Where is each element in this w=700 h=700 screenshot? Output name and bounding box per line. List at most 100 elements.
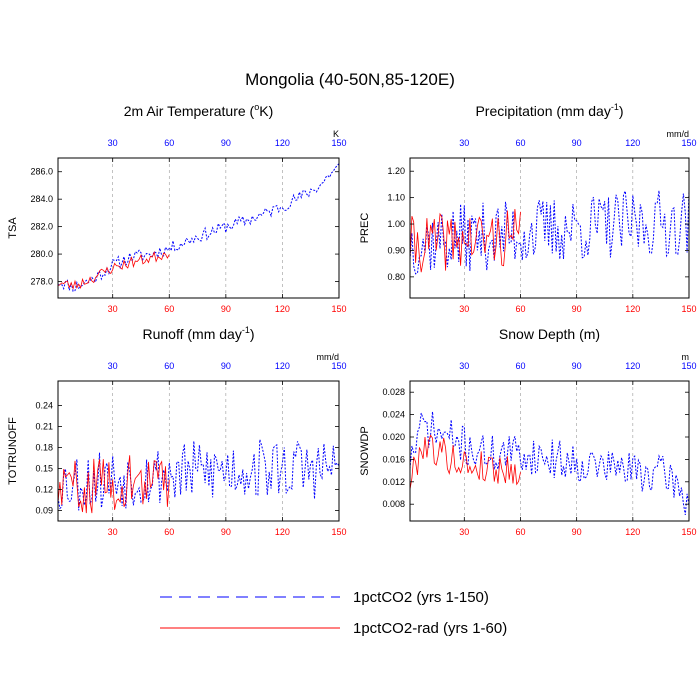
y-tick-label: 0.18 — [35, 443, 53, 453]
x-tick-label-bottom: 150 — [681, 527, 696, 537]
x-tick-label-top: 60 — [515, 361, 525, 371]
y-tick-label: 1.20 — [387, 166, 405, 176]
y-tick-label: 0.024 — [382, 410, 405, 420]
units-label: K — [333, 129, 339, 139]
series-line-1pctco2-rad — [57, 250, 170, 290]
x-tick-label-top: 30 — [108, 138, 118, 148]
units-label: m — [682, 352, 690, 362]
y-tick-label: 1.10 — [387, 193, 405, 203]
y-tick-label: 284.0 — [30, 194, 53, 204]
x-tick-label-top: 120 — [275, 138, 290, 148]
chart-panel-3: Runoff (mm day-1) mm/d TOTRUNOFF 30 30 60 60 90… — [7, 325, 347, 537]
x-tick-label-top: 90 — [221, 138, 231, 148]
panel-title-text: Precipitation (mm day — [475, 103, 610, 119]
x-tick-label-bottom: 30 — [108, 304, 118, 314]
x-tick-label-bottom: 120 — [625, 304, 640, 314]
y-tick-label: 0.016 — [382, 454, 405, 464]
x-tick-label-top: 90 — [572, 138, 582, 148]
x-tick-label-top: 30 — [108, 361, 118, 371]
legend: 1pctCO2 (yrs 1-150) 1pctCO2-rad (yrs 1-60… — [160, 589, 507, 637]
x-tick-label-bottom: 60 — [164, 527, 174, 537]
legend-label: 1pctCO2 (yrs 1-150) — [353, 589, 489, 606]
x-tick-label-bottom: 150 — [681, 304, 696, 314]
x-tick-label-top: 150 — [681, 138, 696, 148]
series-line-1pctco2-rad — [409, 434, 521, 490]
x-tick-label-bottom: 60 — [515, 527, 525, 537]
y-tick-label: 286.0 — [30, 167, 53, 177]
panel-title-text: Runoff (mm day — [142, 326, 241, 342]
panel-title: Runoff (mm day-1) — [142, 325, 254, 342]
x-tick-label-top: 120 — [625, 138, 640, 148]
y-axis-label: TSA — [7, 217, 19, 239]
panel-title-superscript: -1 — [611, 102, 619, 112]
x-tick-label-top: 60 — [515, 138, 525, 148]
x-tick-label-bottom: 90 — [221, 527, 231, 537]
series-line-1pctco2 — [57, 163, 340, 292]
x-tick-label-bottom: 90 — [572, 527, 582, 537]
x-tick-label-top: 120 — [625, 361, 640, 371]
x-tick-label-top: 30 — [459, 138, 469, 148]
x-tick-label-top: 150 — [331, 361, 346, 371]
legend-item-2: 1pctCO2-rad (yrs 1-60) — [160, 620, 507, 637]
panel-title-superscript: -1 — [242, 325, 250, 335]
panel-title: 2m Air Temperature (oK) — [124, 102, 273, 119]
y-tick-label: 278.0 — [30, 277, 53, 287]
x-tick-label-bottom: 120 — [275, 527, 290, 537]
y-axis-label: SNOWDP — [359, 426, 371, 476]
y-tick-label: 282.0 — [30, 222, 53, 232]
y-tick-label: 0.24 — [35, 401, 53, 411]
x-tick-label-top: 60 — [164, 138, 174, 148]
x-tick-label-top: 90 — [572, 361, 582, 371]
x-tick-label-bottom: 90 — [572, 304, 582, 314]
plot-frame — [57, 157, 340, 299]
x-tick-label-bottom: 90 — [221, 304, 231, 314]
panel-title-text: 2m Air Temperature ( — [124, 103, 255, 119]
chart-panel-2: Precipitation (mm day-1) mm/d PREC 30 30 60 60… — [359, 102, 697, 314]
y-tick-label: 280.0 — [30, 249, 53, 259]
panel-title-tail: K) — [259, 103, 273, 119]
x-tick-label-top: 60 — [164, 361, 174, 371]
series-line-1pctco2-rad — [409, 208, 521, 273]
y-axis-label: PREC — [359, 213, 371, 244]
y-tick-label: 0.80 — [387, 272, 405, 282]
y-axis-label: TOTRUNOFF — [7, 417, 19, 485]
x-tick-label-top: 150 — [681, 361, 696, 371]
y-tick-label: 0.15 — [35, 464, 53, 474]
y-tick-label: 0.028 — [382, 387, 405, 397]
y-tick-label: 0.12 — [35, 485, 53, 495]
series-line-1pctco2-rad — [57, 455, 170, 514]
x-tick-label-top: 30 — [459, 361, 469, 371]
x-tick-label-bottom: 150 — [331, 304, 346, 314]
x-tick-label-bottom: 30 — [459, 527, 469, 537]
x-tick-label-top: 150 — [331, 138, 346, 148]
units-label: mm/d — [667, 129, 690, 139]
series-line-1pctco2 — [57, 439, 340, 511]
units-label: mm/d — [317, 352, 340, 362]
figure-title: Mongolia (40-50N,85-120E) — [245, 70, 455, 89]
plot-frame — [409, 157, 690, 299]
legend-item-1: 1pctCO2 (yrs 1-150) — [160, 589, 489, 606]
y-tick-label: 0.21 — [35, 422, 53, 432]
plot-frame — [409, 380, 690, 522]
series-line-1pctco2 — [409, 189, 690, 275]
panel-title-tail: ) — [619, 103, 624, 119]
x-tick-label-bottom: 60 — [164, 304, 174, 314]
x-tick-label-top: 120 — [275, 361, 290, 371]
y-tick-label: 0.020 — [382, 432, 405, 442]
plot-frame — [57, 380, 340, 522]
series-line-1pctco2 — [409, 411, 690, 515]
chart-panel-4: Snow Depth (m) m SNOWDP 30 30 60 60 90 90 120 120 1… — [359, 326, 697, 537]
x-tick-label-bottom: 120 — [275, 304, 290, 314]
y-tick-label: 0.012 — [382, 477, 405, 487]
x-tick-label-bottom: 150 — [331, 527, 346, 537]
x-tick-label-bottom: 60 — [515, 304, 525, 314]
panel-title: Snow Depth (m) — [499, 326, 600, 342]
y-tick-label: 0.09 — [35, 506, 53, 516]
y-tick-label: 1.00 — [387, 219, 405, 229]
panel-title-text: Snow Depth (m) — [499, 326, 600, 342]
legend-label: 1pctCO2-rad (yrs 1-60) — [353, 620, 507, 637]
y-tick-label: 0.008 — [382, 499, 405, 509]
panel-title: Precipitation (mm day-1) — [475, 102, 623, 119]
panel-title-tail: ) — [250, 326, 255, 342]
x-tick-label-bottom: 30 — [108, 527, 118, 537]
